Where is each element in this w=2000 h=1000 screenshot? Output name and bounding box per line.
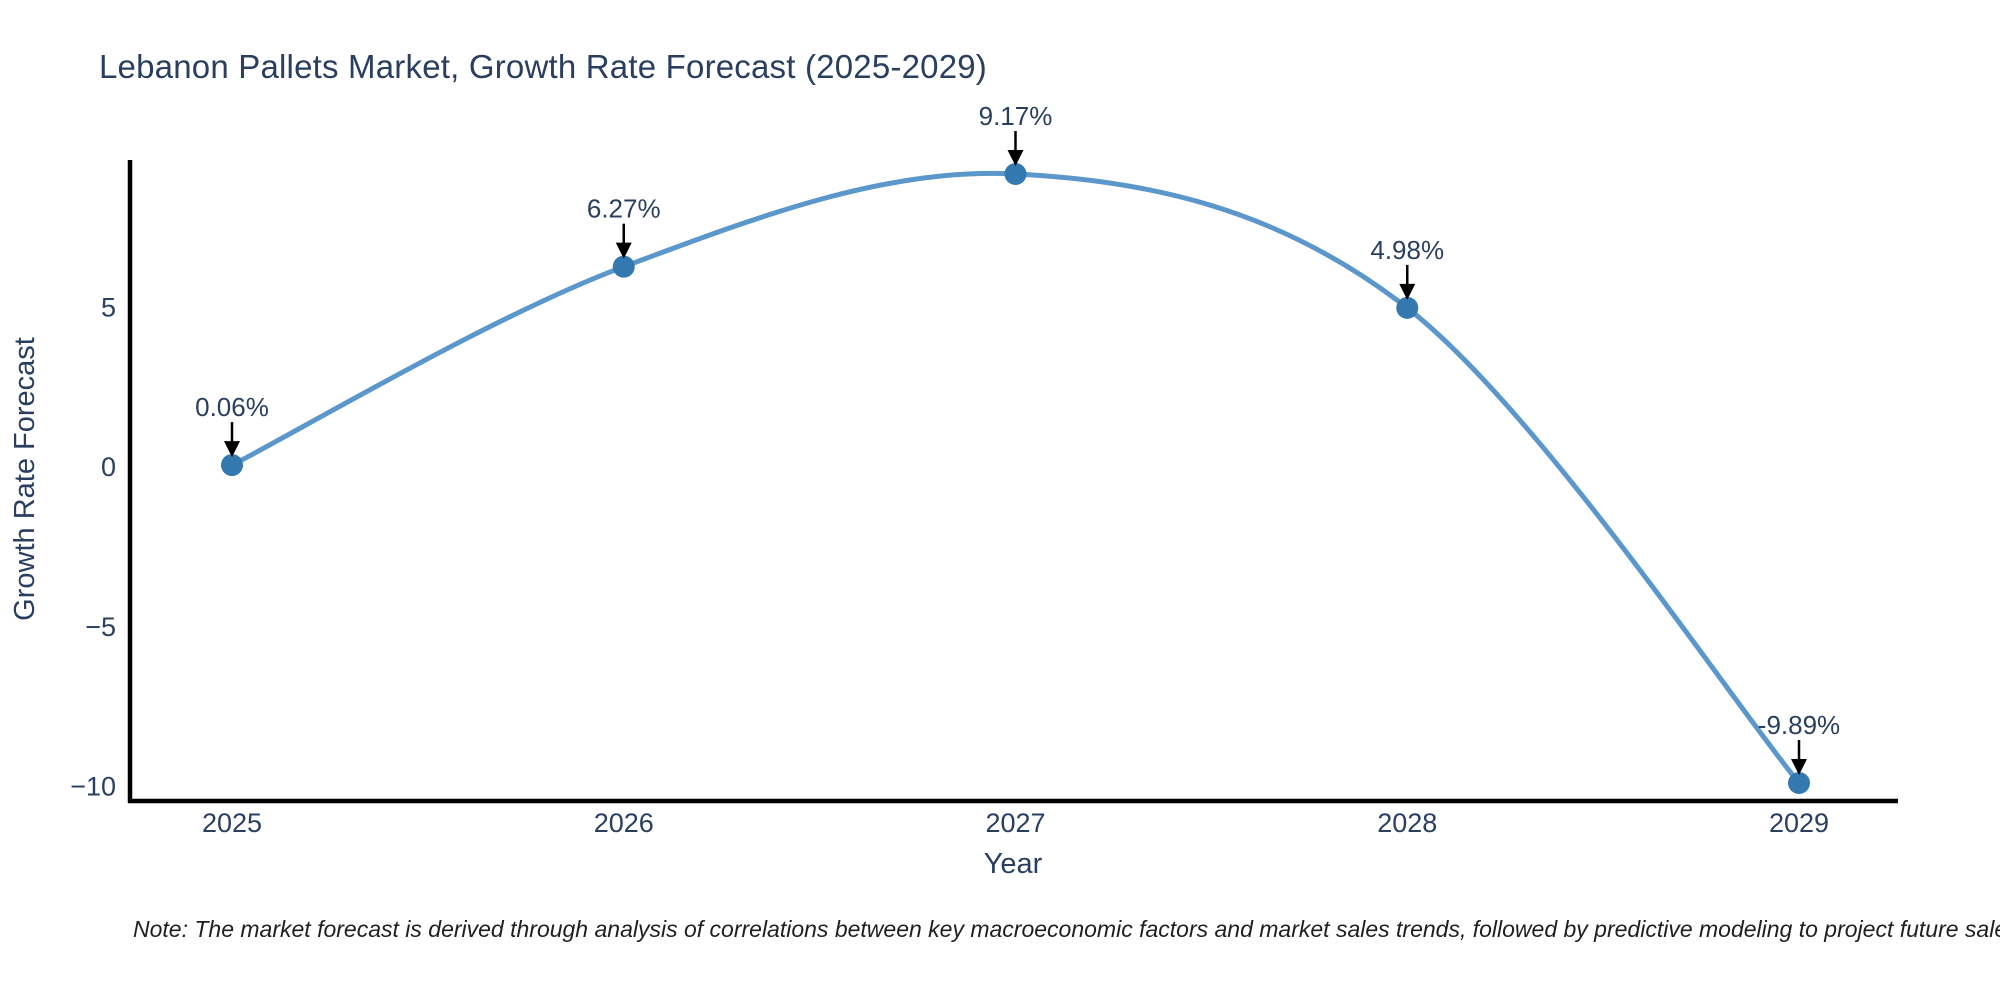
- point-value-label: 9.17%: [979, 101, 1053, 131]
- data-point-marker: [612, 255, 635, 278]
- forecast-line: [229, 170, 1802, 786]
- annotation-arrow-head: [1399, 283, 1416, 300]
- y-tick-label: −10: [70, 772, 116, 802]
- data-point-marker: [221, 454, 243, 477]
- annotation-arrow-head: [615, 242, 632, 259]
- chart-title: Lebanon Pallets Market, Growth Rate Fore…: [99, 48, 987, 85]
- x-tick-label: 2028: [1377, 808, 1437, 838]
- y-tick-label: 5: [101, 292, 116, 322]
- footnote-text: Note: The market forecast is derived thr…: [133, 916, 2000, 942]
- annotation-arrow-head: [1791, 758, 1807, 775]
- data-point-marker: [1004, 163, 1027, 186]
- x-tick-label: 2027: [985, 808, 1045, 838]
- annotation-arrow-head: [224, 441, 240, 458]
- annotation-arrow-head: [1007, 150, 1024, 167]
- x-tick-label: 2026: [594, 808, 654, 838]
- point-value-label: 6.27%: [587, 194, 661, 224]
- y-tick-label: 0: [101, 452, 116, 482]
- point-value-label: 0.06%: [195, 392, 269, 422]
- x-tick-label: 2029: [1769, 808, 1829, 838]
- data-point-marker: [1788, 771, 1810, 794]
- point-value-label: 4.98%: [1370, 235, 1444, 265]
- y-tick-label: −5: [85, 612, 116, 642]
- point-value-label: -9.89%: [1758, 710, 1840, 740]
- x-axis-title: Year: [983, 848, 1043, 880]
- data-point-marker: [1396, 296, 1419, 319]
- x-tick-label: 2025: [202, 808, 262, 838]
